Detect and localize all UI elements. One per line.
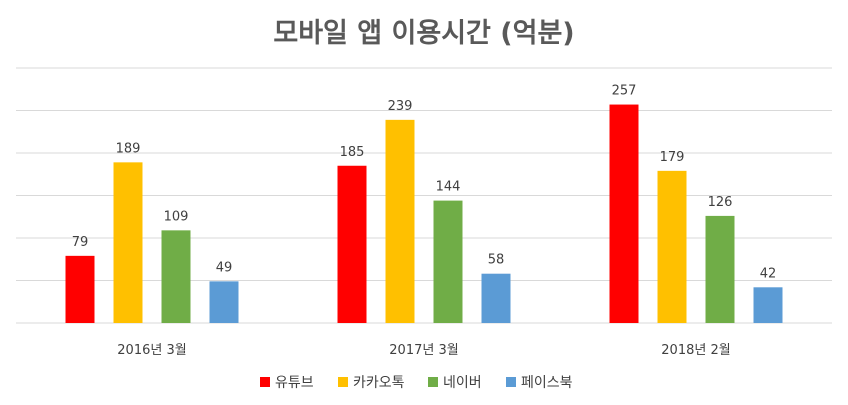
legend-label: 네이버	[443, 375, 482, 391]
bar	[609, 104, 639, 323]
legend-swatch	[506, 377, 516, 387]
bar	[209, 281, 239, 323]
category-labels: 2016년 3월 2017년 3월 2018년 2월	[117, 343, 730, 358]
data-label: 257	[612, 84, 637, 99]
data-label: 58	[488, 253, 505, 268]
data-labels: 79 189 109 49 185 239 144 58 257 179 126 42	[72, 84, 777, 282]
bar	[65, 255, 95, 323]
legend: 유튜브 카카오톡 네이버 페이스북	[260, 375, 573, 391]
data-label: 109	[164, 209, 189, 224]
category-label: 2017년 3월	[389, 343, 458, 358]
bar	[433, 200, 463, 323]
data-label: 42	[760, 266, 777, 281]
chart-title: 모바일 앱 이용시간 (억분)	[273, 18, 574, 49]
data-label: 185	[340, 145, 365, 160]
bar	[113, 162, 143, 323]
legend-swatch	[338, 377, 348, 387]
bars	[65, 104, 783, 323]
bar	[337, 165, 367, 323]
bar	[481, 273, 511, 323]
data-label: 126	[708, 195, 733, 210]
data-label: 179	[660, 150, 685, 165]
bar	[161, 230, 191, 323]
gridlines	[16, 67, 832, 324]
legend-label: 유튜브	[275, 375, 314, 391]
data-label: 79	[72, 235, 89, 250]
bar	[705, 215, 735, 323]
category-label: 2018년 2월	[661, 343, 730, 358]
data-label: 189	[116, 141, 141, 156]
bar	[753, 287, 783, 323]
data-label: 49	[216, 260, 233, 275]
legend-swatch	[260, 377, 270, 387]
data-label: 239	[388, 99, 413, 114]
category-label: 2016년 3월	[117, 343, 186, 358]
legend-swatch	[428, 377, 438, 387]
legend-label: 페이스북	[521, 375, 573, 391]
legend-label: 카카오톡	[353, 375, 405, 391]
bar	[657, 170, 687, 323]
bar	[385, 119, 415, 323]
data-label: 144	[436, 180, 461, 195]
